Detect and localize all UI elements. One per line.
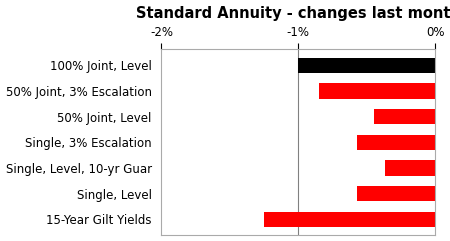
Bar — [357, 186, 435, 201]
Bar — [374, 109, 435, 124]
Bar — [385, 160, 435, 176]
Bar — [298, 58, 435, 73]
Bar — [319, 83, 435, 99]
Bar — [357, 135, 435, 150]
Title: Standard Annuity - changes last month: Standard Annuity - changes last month — [136, 6, 450, 20]
Bar — [264, 212, 435, 227]
